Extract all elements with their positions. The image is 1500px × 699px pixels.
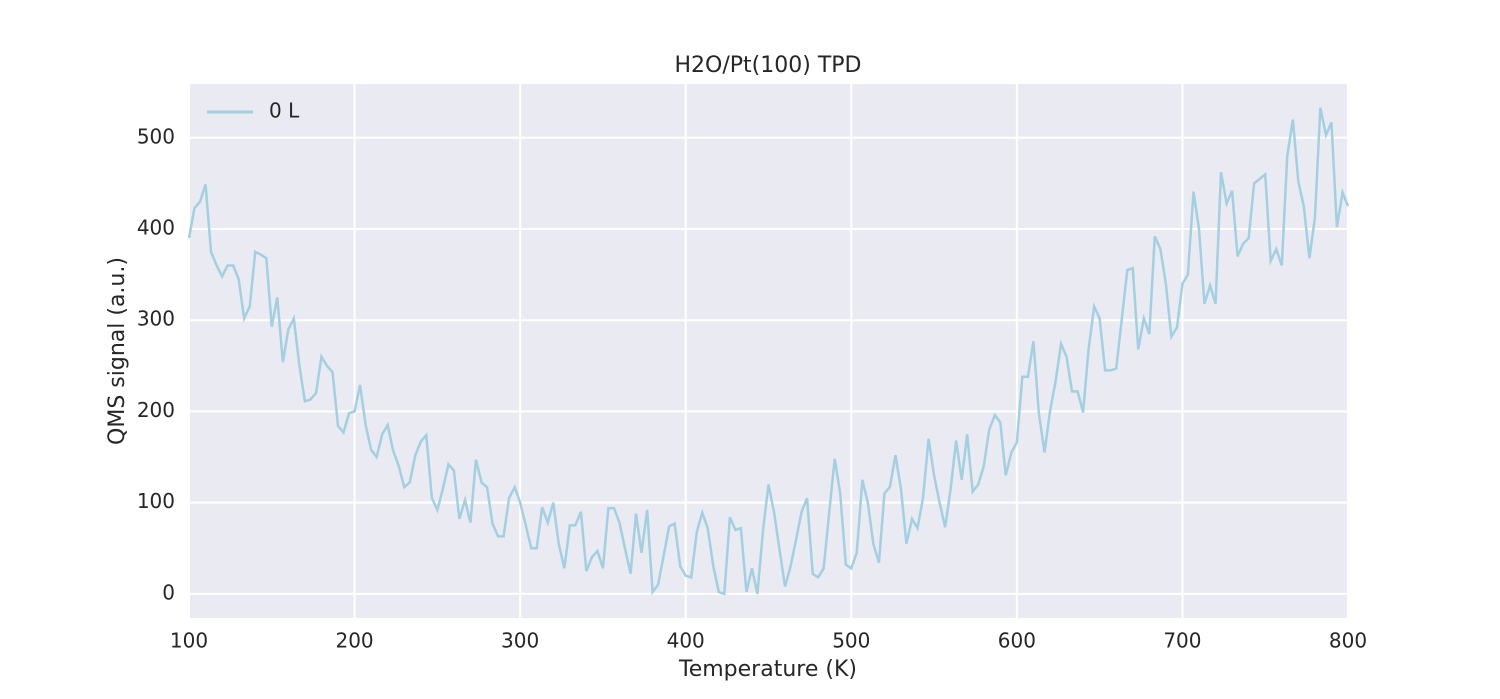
x-tick-label: 200 — [335, 629, 373, 653]
y-tick-label: 400 — [137, 216, 175, 240]
data-line — [187, 107, 1350, 596]
x-tick-label: 700 — [1163, 629, 1201, 653]
x-tick-label: 300 — [501, 629, 539, 653]
x-tick-label: 400 — [667, 629, 705, 653]
y-tick-label: 300 — [137, 307, 175, 331]
legend-label: 0 L — [269, 99, 300, 123]
x-tick-label: 100 — [170, 629, 208, 653]
y-tick-label: 500 — [137, 124, 175, 148]
plot-area — [189, 84, 1348, 618]
chart-title: H2O/Pt(100) TPD — [675, 53, 862, 78]
x-tick-label: 500 — [832, 629, 870, 653]
y-tick-label: 200 — [137, 398, 175, 422]
x-tick-label: 800 — [1329, 629, 1367, 653]
y-axis-label: QMS signal (a.u.) — [105, 257, 130, 445]
y-tick-label: 100 — [137, 489, 175, 513]
x-axis-label: Temperature (K) — [678, 657, 857, 682]
y-tick-label: 0 — [162, 580, 175, 604]
x-tick-label: 600 — [998, 629, 1036, 653]
